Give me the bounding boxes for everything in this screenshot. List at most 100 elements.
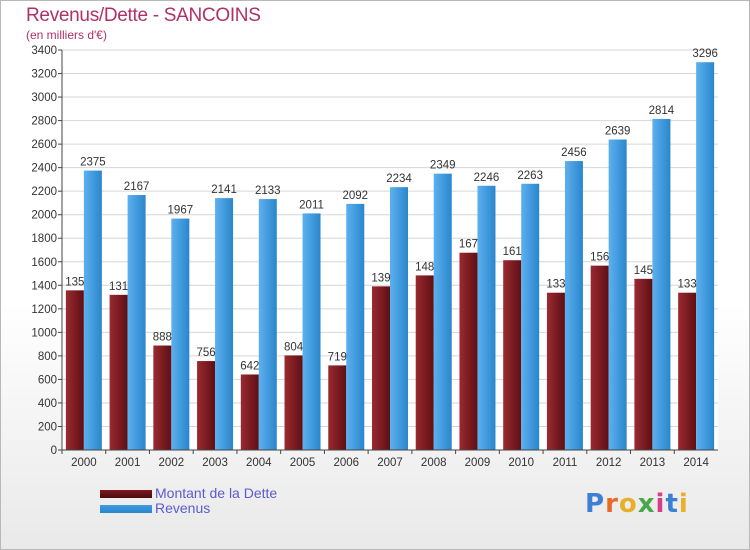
- data-label-dette: 135: [65, 276, 84, 288]
- bar-dette: [546, 292, 565, 450]
- x-tick-label: 2009: [465, 457, 491, 469]
- data-label-dette: 139: [371, 272, 390, 284]
- y-tick-label: 2000: [31, 210, 57, 222]
- data-label-dette: 156: [590, 252, 609, 264]
- x-tick-label: 2008: [421, 457, 447, 469]
- data-label-dette: 719: [328, 351, 347, 363]
- bar-dette: [153, 345, 172, 450]
- bar-revenus: [521, 183, 540, 450]
- y-tick-label: 1200: [31, 304, 57, 316]
- y-tick-label: 1000: [31, 327, 57, 339]
- data-label-dette: 804: [284, 341, 304, 353]
- y-tick-label: 3000: [31, 92, 57, 104]
- x-tick-label: 2014: [683, 457, 709, 469]
- x-tick-label: 2001: [115, 457, 141, 469]
- y-tick-label: 0: [51, 445, 57, 457]
- bar-dette: [109, 294, 128, 450]
- data-label-dette: 148: [415, 261, 434, 273]
- legend-label-dette: Montant de la Dette: [155, 485, 278, 501]
- bar-revenus: [83, 170, 102, 450]
- y-tick-label: 2600: [31, 139, 57, 151]
- x-tick-label: 2006: [333, 457, 359, 469]
- legend-swatch-dette: [100, 490, 152, 498]
- bar-dette: [503, 260, 522, 450]
- legend-swatch-revenus: [100, 505, 152, 513]
- x-tick-label: 2002: [159, 457, 185, 469]
- chart-subtitle: (en milliers d'€): [26, 28, 107, 42]
- bar-revenus: [477, 185, 496, 450]
- proxiti-logo: Proxiti: [585, 489, 689, 519]
- x-tick-label: 2012: [596, 457, 622, 469]
- data-label-revenus: 2167: [124, 181, 150, 193]
- x-tick-label: 2013: [640, 457, 666, 469]
- logo-letter: x: [637, 489, 656, 519]
- data-label-revenus: 3296: [692, 48, 718, 60]
- data-label-revenus: 2375: [80, 157, 106, 169]
- data-label-dette: 133: [678, 279, 697, 291]
- y-tick-label: 2400: [31, 163, 57, 175]
- legend-label-revenus: Revenus: [155, 500, 211, 516]
- y-tick-label: 3200: [31, 69, 57, 81]
- bar-revenus: [215, 198, 234, 450]
- bar-revenus: [171, 218, 190, 450]
- data-label-dette: 756: [196, 347, 215, 359]
- logo-letter: t: [665, 489, 679, 519]
- y-tick-label: 1800: [31, 233, 57, 245]
- y-tick-label: 600: [38, 374, 57, 386]
- data-label-dette: 167: [459, 239, 478, 251]
- data-label-revenus: 2011: [299, 199, 324, 211]
- bar-revenus: [433, 173, 452, 450]
- data-label-dette: 642: [240, 360, 259, 372]
- bar-revenus: [608, 139, 627, 450]
- data-label-revenus: 2234: [386, 173, 412, 185]
- data-label-revenus: 2349: [430, 160, 456, 172]
- x-tick-label: 2011: [553, 457, 578, 469]
- x-tick-label: 2005: [290, 457, 316, 469]
- logo-letter: r: [605, 489, 619, 519]
- data-label-revenus: 2092: [342, 190, 368, 202]
- y-tick-label: 800: [38, 351, 57, 363]
- bar-dette: [459, 252, 478, 450]
- bar-dette: [284, 355, 303, 450]
- data-label-revenus: 2133: [255, 185, 281, 197]
- bar-revenus: [696, 62, 715, 451]
- data-label-revenus: 2814: [649, 105, 675, 117]
- bar-dette: [678, 292, 697, 450]
- data-label-revenus: 2639: [605, 126, 631, 138]
- y-tick-label: 2800: [31, 116, 57, 128]
- bar-revenus: [258, 199, 277, 450]
- x-tick-label: 2003: [202, 457, 228, 469]
- y-tick-label: 1600: [31, 257, 57, 269]
- data-label-revenus: 2246: [474, 172, 500, 184]
- x-tick-label: 2004: [246, 457, 272, 469]
- bar-dette: [328, 365, 347, 450]
- bar-dette: [590, 265, 609, 450]
- data-label-revenus: 2263: [517, 170, 543, 182]
- bar-revenus: [346, 203, 365, 450]
- y-tick-label: 1400: [31, 280, 57, 292]
- chart-title: Revenus/Dette - SANCOINS: [26, 5, 261, 26]
- y-tick-label: 200: [38, 421, 57, 433]
- logo-letter: i: [655, 489, 666, 519]
- bar-dette: [634, 278, 653, 450]
- y-tick-label: 2200: [31, 186, 57, 198]
- data-label-dette: 131: [109, 281, 128, 293]
- y-tick-label: 3400: [31, 45, 57, 57]
- data-label-dette: 145: [634, 265, 653, 277]
- logo-letter: i: [678, 489, 689, 519]
- y-tick-label: 400: [38, 398, 57, 410]
- data-label-revenus: 2141: [211, 184, 237, 196]
- data-label-dette: 888: [153, 332, 172, 344]
- bar-dette: [240, 374, 259, 450]
- data-label-dette: 133: [546, 279, 565, 291]
- bar-dette: [65, 290, 84, 450]
- x-tick-label: 2000: [71, 457, 97, 469]
- data-label-revenus: 1967: [168, 205, 194, 217]
- x-tick-label: 2007: [377, 457, 403, 469]
- bar-revenus: [564, 161, 583, 450]
- bar-dette: [372, 286, 390, 450]
- bar-revenus: [652, 118, 671, 451]
- x-tick-label: 2010: [508, 457, 534, 469]
- data-label-dette: 161: [503, 246, 522, 258]
